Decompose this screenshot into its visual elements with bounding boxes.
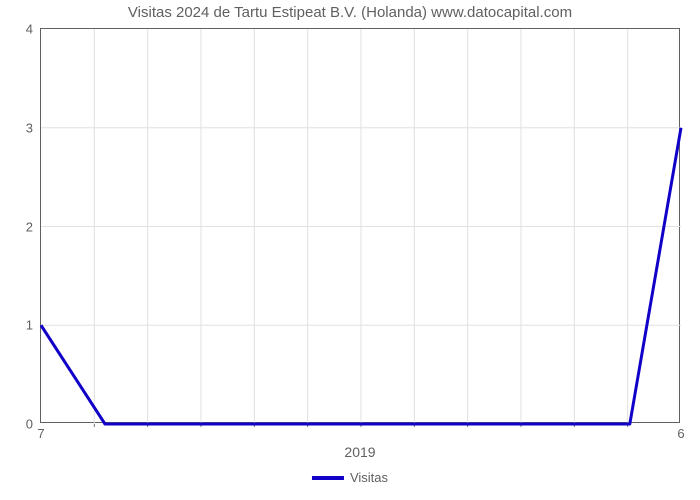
y-tick-label: 1 <box>26 318 41 333</box>
chart-container: Visitas 2024 de Tartu Estipeat B.V. (Hol… <box>0 0 700 500</box>
chart-title: Visitas 2024 de Tartu Estipeat B.V. (Hol… <box>0 4 700 21</box>
y-tick-label: 3 <box>26 120 41 135</box>
plot-svg <box>41 29 681 424</box>
legend-label: Visitas <box>350 470 388 485</box>
x-tick-left: 7 <box>37 422 44 441</box>
plot-area: 2019 0123476 <box>40 28 680 423</box>
y-tick-label: 2 <box>26 219 41 234</box>
legend: Visitas <box>312 470 388 485</box>
x-axis-label: 2019 <box>344 444 375 460</box>
legend-swatch <box>312 476 344 480</box>
x-tick-right: 6 <box>677 422 684 441</box>
y-tick-label: 4 <box>26 22 41 37</box>
